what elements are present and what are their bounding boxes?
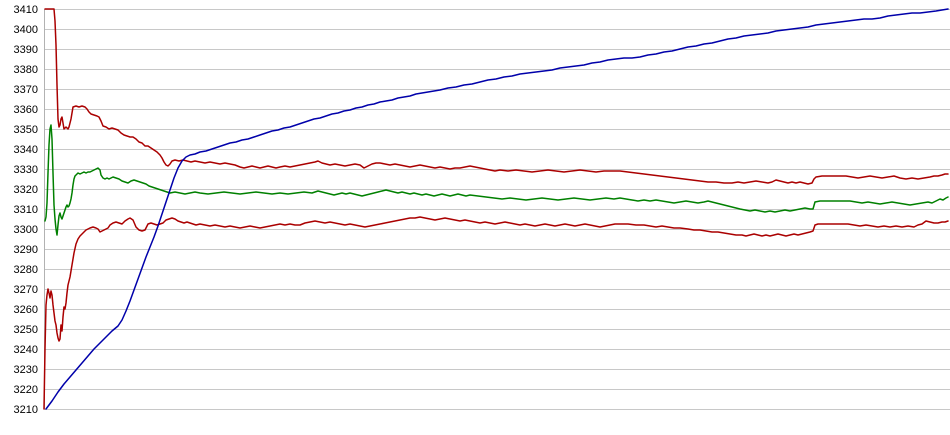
y-axis-tick-label: 3260 [14, 304, 38, 316]
y-axis-tick-label: 3330 [14, 164, 38, 176]
y-axis-tick-label: 3270 [14, 284, 38, 296]
y-axis-tick-label: 3300 [14, 224, 38, 236]
y-axis-tick-label: 3240 [14, 344, 38, 356]
y-axis-tick-label: 3340 [14, 144, 38, 156]
y-axis-tick-label: 3210 [14, 404, 38, 416]
y-axis-tick-label: 3380 [14, 64, 38, 76]
y-axis-tick-label: 3220 [14, 384, 38, 396]
series-blue-line [45, 8, 949, 410]
y-axis-tick-label: 3320 [14, 184, 38, 196]
y-axis-tick-label: 3230 [14, 364, 38, 376]
y-axis-tick-label: 3280 [14, 264, 38, 276]
y-axis-tick-label: 3410 [14, 4, 38, 16]
y-axis-tick-label: 3360 [14, 104, 38, 116]
series-lower-red-line [43, 216, 949, 410]
series-upper-red-line [44, 8, 949, 185]
y-axis-tick-label: 3290 [14, 244, 38, 256]
y-axis-tick-label: 3370 [14, 84, 38, 96]
series-green-line [44, 124, 949, 236]
y-axis-tick-label: 3350 [14, 124, 38, 136]
y-axis-tick-label: 3400 [14, 24, 38, 36]
y-axis-tick-label: 3250 [14, 324, 38, 336]
y-axis-tick-label: 3390 [14, 44, 38, 56]
y-axis-tick-label: 3310 [14, 204, 38, 216]
